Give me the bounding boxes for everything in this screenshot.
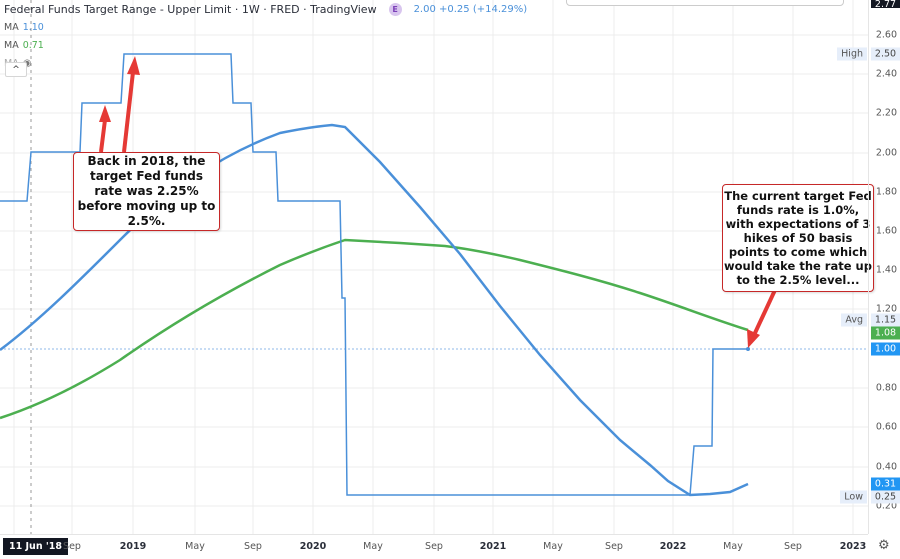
x-tick: 2023 xyxy=(839,541,867,552)
y-tick: 0.80 xyxy=(875,382,897,394)
high-tag: High xyxy=(837,47,867,61)
y-tick: 2.60 xyxy=(875,29,897,41)
y-tick: 0.40 xyxy=(875,461,897,473)
x-tick: May xyxy=(543,541,563,552)
ma-indicator-2[interactable]: MA 0.71 xyxy=(4,39,44,51)
top-price-badge: 2.77 xyxy=(871,0,900,8)
eye-hidden-icon[interactable]: ◉ xyxy=(22,57,32,69)
top-overlay-panel xyxy=(566,0,844,6)
x-tick: 2021 xyxy=(479,541,507,552)
ma-indicator-3[interactable]: MA ◉ xyxy=(4,56,527,70)
gear-icon[interactable]: ⚙ xyxy=(878,538,890,553)
chart-pane[interactable]: Federal Funds Target Range - Upper Limit… xyxy=(0,0,874,534)
x-tick: Sep xyxy=(244,541,262,552)
ma-fast-line xyxy=(0,123,749,497)
low-tag: Low xyxy=(840,490,867,504)
x-tick: May xyxy=(363,541,383,552)
x-tick: May xyxy=(185,541,205,552)
last-price-badge: 1.00 xyxy=(871,342,900,356)
y-tick: 1.60 xyxy=(875,225,897,237)
x-tick: 2019 xyxy=(119,541,147,552)
x-tick: Sep xyxy=(425,541,443,552)
crosshair-date-label: 11 Jun '18 xyxy=(3,538,69,555)
y-tick: 2.40 xyxy=(875,68,897,80)
x-tick: 2020 xyxy=(299,541,327,552)
x-tick: Sep xyxy=(63,541,81,552)
avg-tag: Avg xyxy=(841,313,867,327)
y-tick: 1.20 xyxy=(875,303,897,315)
annotation-arrows xyxy=(99,56,777,348)
chevron-up-icon: ^ xyxy=(12,64,20,75)
y-tick: 2.00 xyxy=(875,147,897,159)
collapse-legend-button[interactable]: ^ xyxy=(5,62,27,77)
x-tick: May xyxy=(723,541,743,552)
exchange-badge-icon: E xyxy=(388,3,402,16)
chart-legend: Federal Funds Target Range - Upper Limit… xyxy=(4,3,527,70)
y-tick: 0.60 xyxy=(875,421,897,433)
price-axis[interactable]: 2.77 2.60 2.40 2.20 2.00 1.80 1.60 1.40 … xyxy=(837,0,900,534)
y-tick: 1.80 xyxy=(875,186,897,198)
ma-slow-value-badge: 1.08 xyxy=(871,326,900,340)
price-step-line xyxy=(0,53,748,496)
y-tick: 0.20 xyxy=(875,500,897,512)
avg-value-badge: 1.15 xyxy=(871,313,900,327)
y-tick: 1.40 xyxy=(875,264,897,276)
arrow-head-icon xyxy=(127,56,140,75)
annotation-left[interactable]: Back in 2018, the target Fed funds rate … xyxy=(73,152,220,231)
symbol-title[interactable]: Federal Funds Target Range - Upper Limit… xyxy=(4,3,377,16)
x-tick: Sep xyxy=(784,541,802,552)
x-tick: Sep xyxy=(605,541,623,552)
time-axis[interactable]: 11 Jun '18 Sep 2019 May Sep 2020 May Sep… xyxy=(0,534,868,559)
ma-fast-value-badge: 0.31 xyxy=(871,477,900,491)
high-value-badge: 2.50 xyxy=(871,47,900,61)
ma-slow-line xyxy=(0,238,749,420)
ma-indicator-1[interactable]: MA 1.10 xyxy=(4,21,44,33)
annotation-right[interactable]: The current target Fed funds rate is 1.0… xyxy=(722,184,874,292)
last-price: 2.00 +0.25 (+14.29%) xyxy=(413,4,528,15)
low-value-badge: 0.25 xyxy=(871,490,900,504)
arrow-head-icon xyxy=(747,329,760,348)
y-tick: 2.20 xyxy=(875,107,897,119)
x-tick: 2022 xyxy=(659,541,687,552)
arrow-head-icon xyxy=(99,105,111,122)
